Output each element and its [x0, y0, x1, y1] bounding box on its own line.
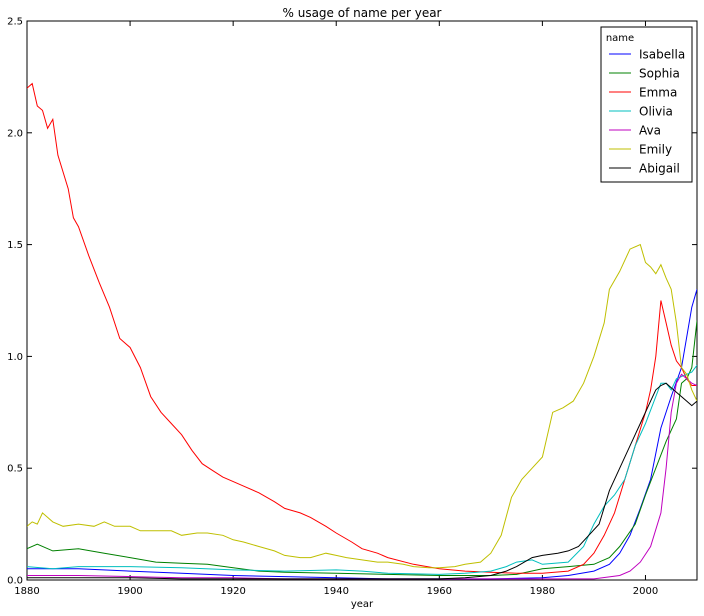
legend-label-isabella: Isabella [639, 48, 685, 62]
series-line-abigail [27, 382, 697, 580]
legend-title: name [606, 33, 634, 44]
y-tick-label: 2.5 [7, 17, 23, 28]
x-tick-label: 1980 [530, 586, 555, 597]
legend-label-emma: Emma [639, 86, 677, 100]
x-tick-label: 1960 [427, 586, 452, 597]
y-tick-label: 1.0 [7, 352, 23, 363]
legend-label-ava: Ava [639, 124, 661, 138]
y-tick-label: 1.5 [7, 240, 23, 251]
x-tick-label: 1940 [324, 586, 349, 597]
chart-title: % usage of name per year [283, 6, 442, 20]
legend-label-abigail: Abigail [639, 162, 680, 176]
series-line-emily [27, 243, 697, 569]
series-line-isabella [27, 289, 697, 580]
legend-label-emily: Emily [639, 143, 672, 157]
x-tick-label: 1900 [117, 586, 142, 597]
y-tick-label: 2.0 [7, 128, 23, 139]
legend: name Isabella Sophia Emma Olivia Ava Emily Abi… [600, 26, 693, 183]
series-line-olivia [27, 364, 697, 575]
x-tick-label: 2000 [633, 586, 658, 597]
x-axis-label: year [351, 599, 374, 610]
x-tick-label: 1880 [14, 586, 39, 597]
series-lines [27, 82, 697, 580]
y-tick-label: 0.5 [7, 464, 23, 475]
y-axis: 0.0 0.5 1.0 1.5 2.0 2.5 [7, 17, 697, 587]
y-tick-label: 0.0 [7, 576, 23, 587]
series-line-ava [27, 373, 697, 580]
plot-frame [26, 20, 698, 581]
x-tick-label: 1920 [220, 586, 245, 597]
legend-box [600, 26, 693, 183]
legend-label-olivia: Olivia [639, 105, 673, 119]
legend-label-sophia: Sophia [639, 67, 680, 81]
x-axis: 1880 1900 1920 1940 1960 1980 2000 [14, 21, 658, 597]
